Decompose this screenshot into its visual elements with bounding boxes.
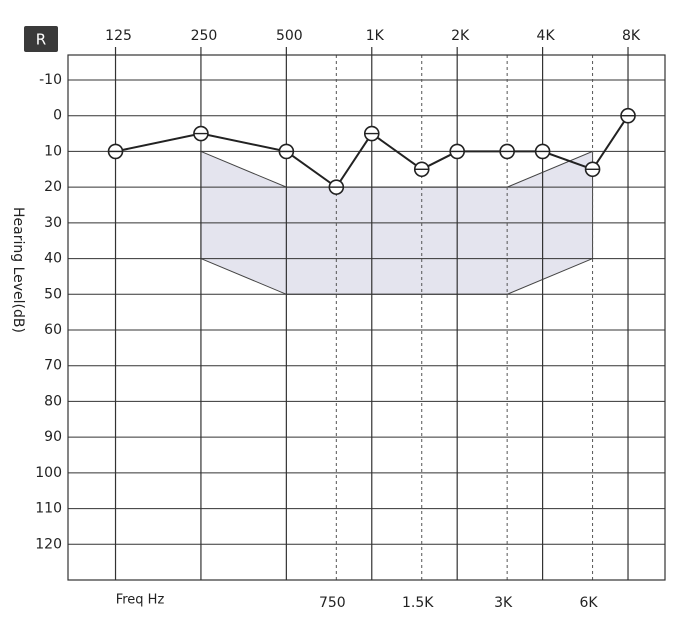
y-tick-label: 30: [44, 215, 62, 231]
y-tick-label: 20: [44, 179, 62, 195]
y-tick-label: 120: [35, 536, 62, 552]
x-tick-label: 500: [276, 28, 303, 44]
badge: R: [36, 31, 46, 49]
y-axis-label: Hearing Level(dB): [10, 207, 26, 333]
y-tick-label: 90: [44, 429, 62, 445]
x-tick-label: 125: [105, 28, 132, 44]
x-tick-label: 1K: [366, 28, 385, 44]
x-tick-label: 3K: [494, 595, 513, 611]
x-tick-label: 2K: [451, 28, 470, 44]
plot-frame: [67, 54, 666, 581]
x-tick-label: 6K: [580, 595, 599, 611]
y-tick-label: 110: [35, 501, 62, 517]
y-tick-label: 0: [53, 108, 62, 124]
y-tick-label: 70: [44, 358, 62, 374]
x-axis-label: Freq Hz: [116, 593, 165, 608]
x-tick-label: 4K: [537, 28, 556, 44]
y-tick-label: 100: [35, 465, 62, 481]
y-tick-label: 10: [44, 143, 62, 159]
y-tick-label: -10: [39, 72, 62, 88]
x-tick-label: 8K: [622, 28, 641, 44]
x-tick-label: 750: [319, 595, 346, 611]
x-tick-label: 1.5K: [402, 595, 434, 611]
badge-box: [24, 26, 58, 52]
y-tick-label: 60: [44, 322, 62, 338]
x-tick-label: 250: [191, 28, 218, 44]
y-tick-label: 40: [44, 251, 62, 267]
y-tick-label: 50: [44, 286, 62, 302]
y-tick-label: 80: [44, 393, 62, 409]
